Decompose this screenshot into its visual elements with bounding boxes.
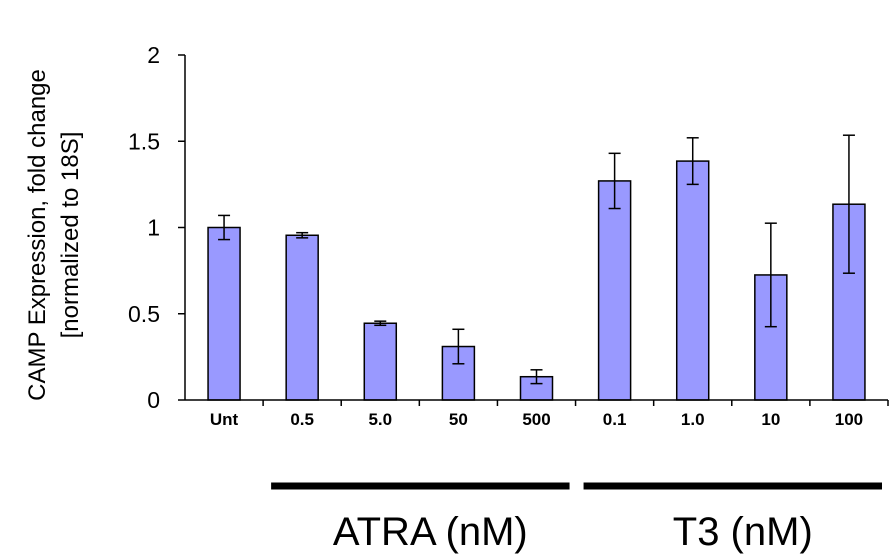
group-1: T3 (nM) [583,482,882,554]
y-axis-ticks: 0 0.5 1 1.5 2 [128,42,185,413]
error-bar [218,214,231,241]
group-label: T3 (nM) [673,510,813,554]
y-axis-label-line-2: [normalized to 18S] [57,132,84,339]
x-tick-label: 5.0 [368,410,392,429]
y-tick-label: 0.5 [128,301,160,327]
error-bar [686,137,699,186]
y-tick-label: 1.5 [128,128,160,154]
group-label: ATRA (nM) [333,510,528,554]
bar [675,160,710,401]
x-tick-label: 0.5 [290,410,314,429]
bar [363,322,398,401]
x-tick-label: 500 [522,410,550,429]
group-0: ATRA (nM) [271,482,570,554]
y-tick-label: 0 [147,387,160,413]
bars [207,160,866,401]
x-tick-label: 100 [835,410,863,429]
x-axis-ticks: Unt 0.5 5.0 50 500 0.1 1.0 10 100 [210,400,889,429]
error-bar [608,152,621,210]
error-bar [452,328,465,365]
x-tick-label: 10 [761,410,780,429]
bar [207,226,241,401]
y-tick-label: 2 [147,42,160,68]
y-tick-label: 1 [147,215,160,241]
x-tick-label: 0.1 [603,410,627,429]
error-bar [764,222,777,328]
error-bar [842,134,855,274]
error-bar [374,320,387,327]
x-tick-label: Unt [210,410,239,429]
error-bar [296,231,309,239]
y-axis-label-line-1: CAMP Expression, fold change [24,69,51,401]
bar [597,180,632,401]
x-tick-label: 50 [449,410,468,429]
group-brackets: ATRA (nM) T3 (nM) [271,482,882,554]
y-axis-label: CAMP Expression, fold change [normalized… [24,69,84,401]
x-tick-label: 1.0 [681,410,705,429]
bar [285,234,319,401]
error-bar [530,369,543,385]
error-bars [218,134,855,385]
